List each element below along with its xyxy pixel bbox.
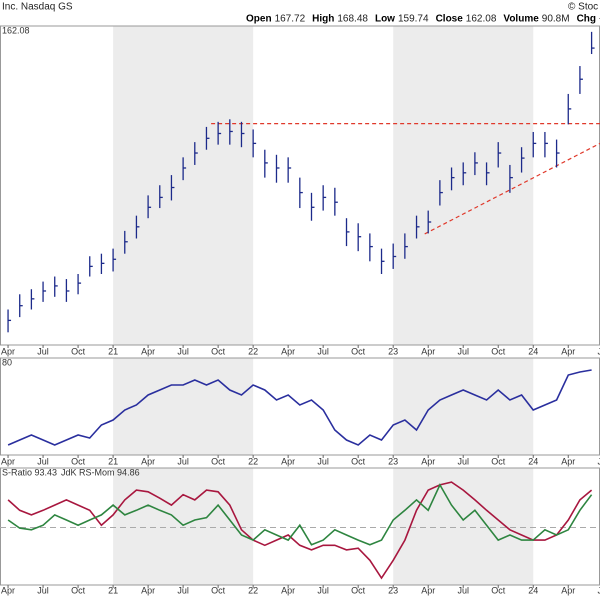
x-tick-label: Jul [457, 346, 469, 356]
x-tick-label: Apr [281, 456, 295, 466]
x-tick-label: Jul [177, 585, 189, 595]
x-tick-label: Oct [211, 456, 226, 466]
x-tick-label: 23 [388, 346, 398, 356]
quote-label: Open [246, 14, 272, 25]
x-tick-label: 24 [528, 585, 538, 595]
x-tick-label: Oct [491, 456, 506, 466]
x-tick-label: Jul [177, 346, 189, 356]
x-tick-label: Oct [491, 346, 506, 356]
trendline [424, 142, 600, 235]
symbol: Inc. Nasdaq GS [2, 2, 73, 13]
x-tick-label: Apr [141, 456, 155, 466]
source: © Stoc [568, 2, 598, 13]
x-tick-label: Oct [71, 585, 86, 595]
x-tick-label: Apr [281, 585, 295, 595]
x-tick-label: 22 [248, 585, 258, 595]
x-tick-label: Oct [211, 346, 226, 356]
last-price: 162.08 [2, 25, 30, 35]
year-shade [393, 358, 534, 455]
quote-value: 168.48 [337, 14, 368, 25]
year-shade [393, 468, 534, 585]
x-tick-label: Jul [598, 585, 600, 595]
quote-label: Low [375, 14, 395, 25]
x-tick-label: 21 [108, 346, 118, 356]
x-tick-label: Apr [141, 346, 155, 356]
quote-label: Chg [577, 14, 596, 25]
x-tick-label: Apr [421, 456, 435, 466]
legend-entry: S-Ratio 93.43 [2, 467, 57, 477]
quote-label: Close [436, 14, 464, 25]
x-tick-label: Apr [141, 585, 155, 595]
x-tick-label: Oct [351, 456, 366, 466]
x-tick-label: Jul [598, 346, 600, 356]
x-tick-label: Jul [317, 456, 329, 466]
x-tick-label: Apr [561, 456, 575, 466]
x-tick-label: 22 [248, 346, 258, 356]
year-shade [393, 26, 534, 345]
x-tick-label: Oct [351, 346, 366, 356]
x-tick-label: Jul [37, 346, 49, 356]
x-tick-label: Oct [351, 585, 366, 595]
quote-value: 167.72 [275, 14, 306, 25]
x-tick-label: Apr [1, 585, 15, 595]
x-tick-label: Jul [317, 585, 329, 595]
panel-label: 80 [2, 357, 12, 367]
quote-value: 90.8M [542, 14, 570, 25]
year-shade [113, 26, 254, 345]
year-shade [113, 358, 254, 455]
x-tick-label: Apr [561, 346, 575, 356]
quote-label: Volume [503, 14, 539, 25]
x-tick-label: 21 [108, 585, 118, 595]
quote-value: 162.08 [466, 14, 497, 25]
x-tick-label: 22 [248, 456, 258, 466]
x-tick-label: Oct [71, 456, 86, 466]
x-tick-label: Jul [37, 456, 49, 466]
x-tick-label: Oct [71, 346, 86, 356]
x-tick-label: 24 [528, 456, 538, 466]
quote: Open 167.72 High 168.48 Low 159.74 Close 162.08… [246, 14, 600, 25]
x-tick-label: Apr [561, 585, 575, 595]
x-tick-label: 23 [388, 585, 398, 595]
quote-label: High [312, 14, 334, 25]
x-tick-label: 21 [108, 456, 118, 466]
x-tick-label: Jul [177, 456, 189, 466]
series-line [7, 481, 593, 580]
x-tick-label: Apr [1, 346, 15, 356]
x-tick-label: Apr [1, 456, 15, 466]
series-line [7, 369, 592, 446]
legend-entry: JdK RS-Mom 94.86 [61, 467, 140, 477]
series-line [7, 483, 593, 546]
x-tick-label: Apr [281, 346, 295, 356]
x-tick-label: Jul [457, 585, 469, 595]
x-tick-label: Jul [598, 456, 600, 466]
x-tick-label: Jul [457, 456, 469, 466]
x-tick-label: 24 [528, 346, 538, 356]
quote-value: 159.74 [398, 14, 429, 25]
year-shade [113, 468, 254, 585]
x-tick-label: 23 [388, 456, 398, 466]
x-tick-label: Jul [317, 346, 329, 356]
x-tick-label: Oct [491, 585, 506, 595]
x-tick-label: Apr [421, 585, 435, 595]
x-tick-label: Oct [211, 585, 226, 595]
x-tick-label: Jul [37, 585, 49, 595]
x-tick-label: Apr [421, 346, 435, 356]
